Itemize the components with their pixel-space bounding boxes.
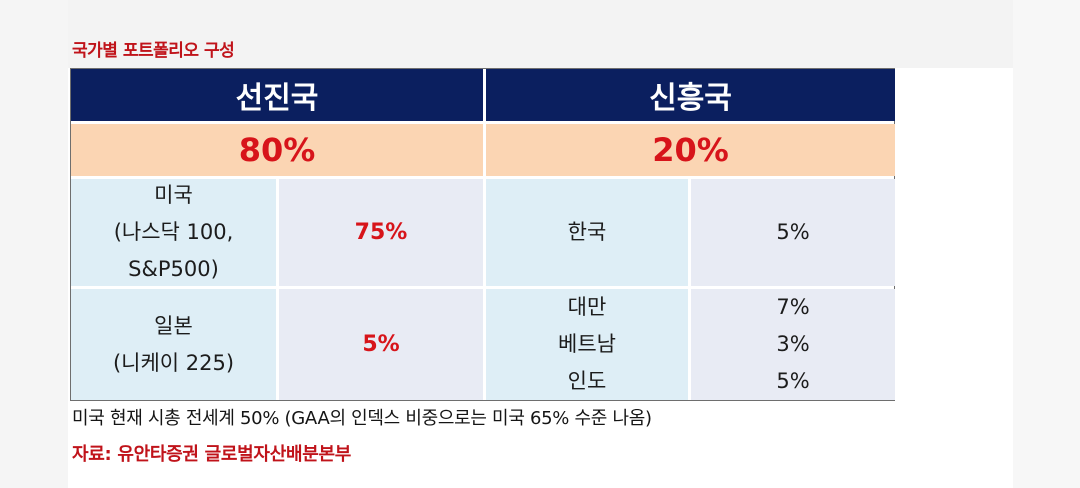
weight-value: 7%	[776, 295, 810, 319]
country-name: 일본	[154, 313, 193, 338]
country-name: 인도	[567, 369, 607, 393]
country-name: 베트남	[558, 332, 616, 356]
portfolio-table: 선진국 신흥국 80% 20% 미국 (나스닥 100, S&P500) 75%…	[70, 68, 895, 401]
weight-cell-korea: 5%	[691, 179, 895, 286]
page-title: 국가별 포트폴리오 구성	[72, 41, 235, 61]
country-index: S&P500)	[128, 257, 219, 281]
developed-total: 80%	[71, 124, 483, 176]
developed-header: 선진국	[71, 69, 483, 121]
country-cell-us: 미국 (나스닥 100, S&P500)	[71, 179, 276, 286]
country-name: 대만	[567, 295, 607, 319]
emerging-total: 20%	[486, 124, 895, 176]
country-name: 한국	[567, 220, 607, 244]
country-index: (나스닥 100,	[113, 220, 234, 244]
country-index: (니케이 225)	[112, 350, 235, 375]
country-cell-korea: 한국	[486, 179, 688, 286]
country-cell-others: 대만 베트남 인도	[486, 289, 688, 400]
right-gutter	[1013, 0, 1080, 488]
country-cell-japan: 일본 (니케이 225)	[71, 289, 276, 400]
weight-cell-us: 75%	[279, 179, 483, 286]
source-line: 자료: 유안타증권 글로벌자산배분본부	[72, 444, 351, 465]
weight-value: 3%	[776, 332, 810, 356]
weight-cell-japan: 5%	[279, 289, 483, 400]
emerging-header: 신흥국	[486, 69, 895, 121]
weight-value: 5%	[776, 369, 810, 393]
weight-cell-others: 7% 3% 5%	[691, 289, 895, 400]
footnote: 미국 현재 시총 전세계 50% (GAA의 인덱스 비중으로는 미국 65% …	[72, 408, 652, 429]
top-band	[68, 0, 1013, 68]
country-name: 미국	[154, 183, 193, 207]
